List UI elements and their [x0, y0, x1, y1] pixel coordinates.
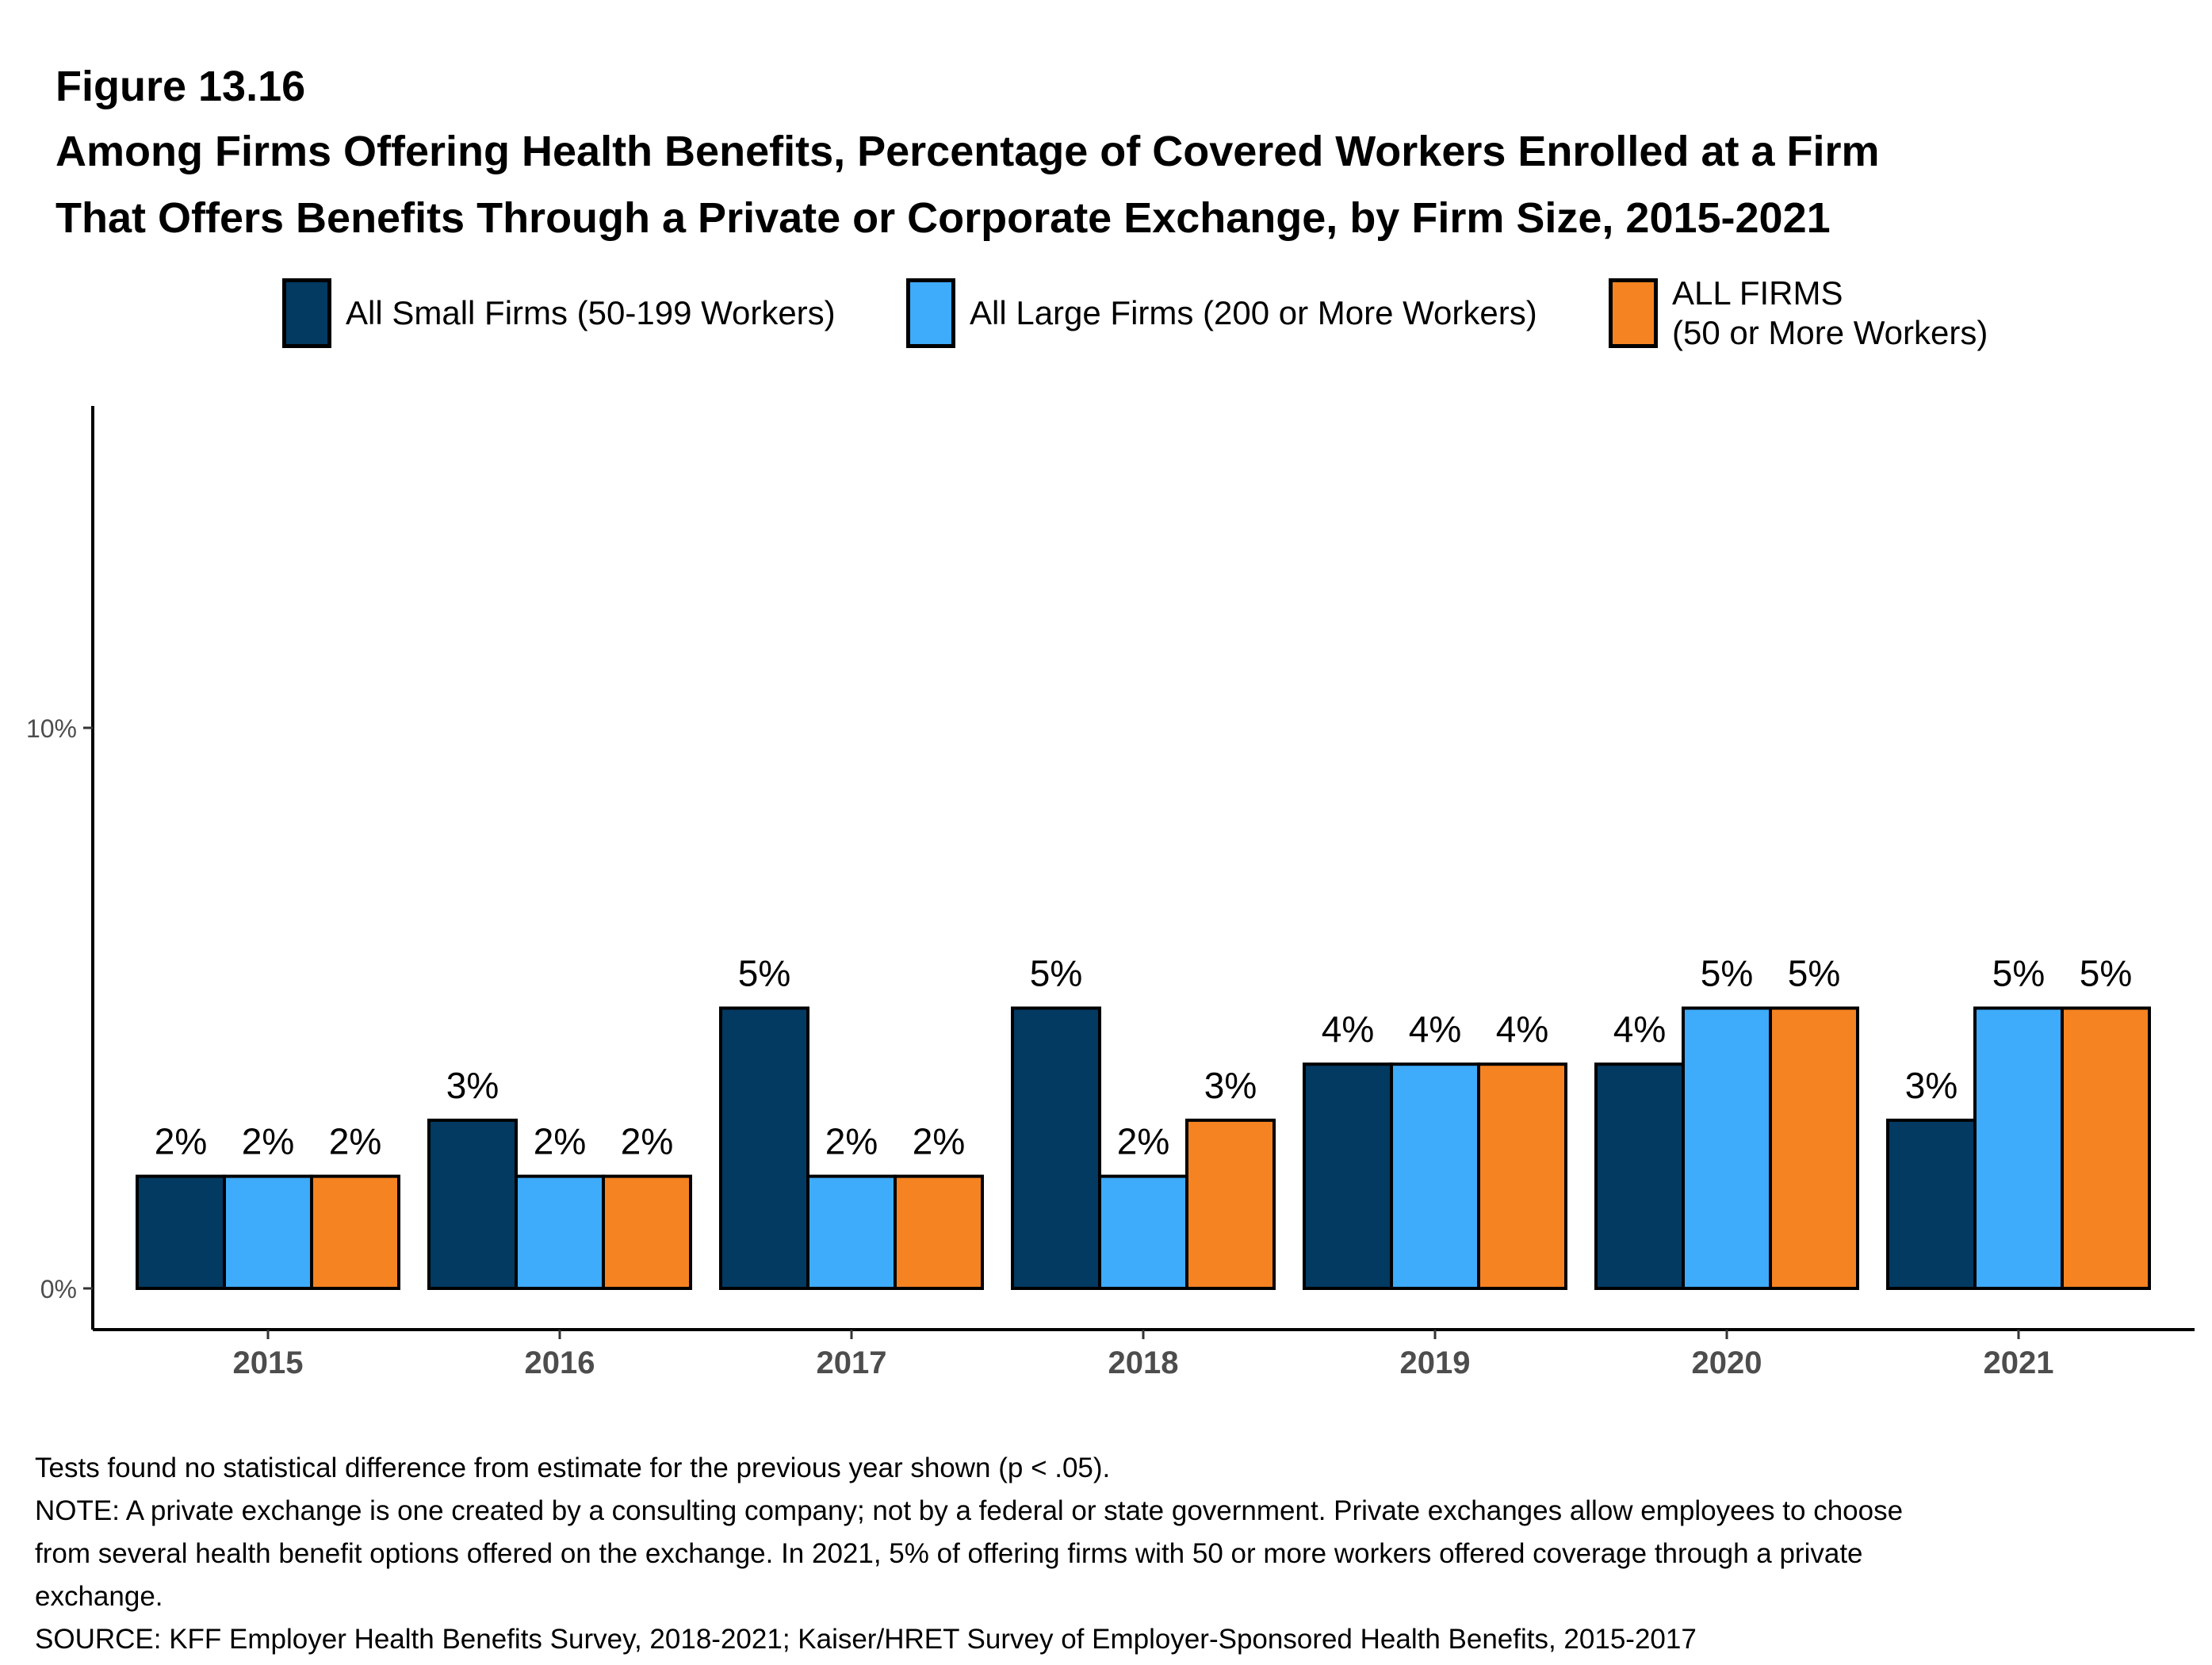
data-label: 3%	[1204, 1065, 1257, 1106]
data-label: 2%	[534, 1121, 586, 1162]
bar	[1477, 1062, 1567, 1290]
data-label: 4%	[1322, 1009, 1374, 1050]
footnote-note-line-3: exchange.	[35, 1581, 163, 1612]
bar	[1682, 1006, 1772, 1290]
x-tick-label: 2017	[817, 1345, 887, 1380]
legend-item-all-firms: ALL FIRMS (50 or More Workers)	[1609, 274, 1988, 351]
bar	[1185, 1118, 1276, 1291]
bar	[1303, 1062, 1393, 1290]
bar	[1098, 1174, 1188, 1290]
data-label: 4%	[1409, 1009, 1461, 1050]
chart-title-line-2: That Offers Benefits Through a Private o…	[55, 194, 1831, 242]
data-label: 2%	[621, 1121, 673, 1162]
legend-swatch-large-firms	[906, 278, 955, 348]
data-label: 2%	[329, 1121, 381, 1162]
x-tick-label: 2021	[1984, 1345, 2054, 1380]
bar	[427, 1118, 518, 1291]
bar	[602, 1174, 692, 1290]
x-tick-label: 2019	[1400, 1345, 1471, 1380]
data-label: 2%	[155, 1121, 207, 1162]
data-label: 3%	[1905, 1065, 1958, 1106]
x-tick-label: 2015	[233, 1345, 304, 1380]
bar	[223, 1174, 313, 1290]
footnote-source: SOURCE: KFF Employer Health Benefits Sur…	[35, 1624, 1697, 1655]
data-label: 5%	[1701, 953, 1753, 994]
footnote-significance: Tests found no statistical difference fr…	[35, 1453, 1111, 1483]
legend-swatch-all-firms	[1609, 278, 1658, 348]
bar	[2061, 1006, 2151, 1290]
bar	[1886, 1118, 1977, 1291]
x-tick-label: 2016	[525, 1345, 595, 1380]
data-label: 2%	[913, 1121, 965, 1162]
footnote-note-line-2: from several health benefit options offe…	[35, 1538, 1863, 1569]
bar	[1973, 1006, 2064, 1290]
bar	[1390, 1062, 1480, 1290]
bar	[515, 1174, 605, 1290]
y-tick-label: 0%	[40, 1275, 77, 1303]
data-label: 4%	[1613, 1009, 1666, 1050]
y-tick-label: 10%	[26, 714, 77, 743]
figure-label: Figure 13.16	[55, 63, 306, 110]
x-tick-label: 2018	[1108, 1345, 1179, 1380]
bar	[1594, 1062, 1685, 1290]
legend-label-small-firms: All Small Firms (50-199 Workers)	[346, 294, 836, 331]
legend-label-large-firms: All Large Firms (200 or More Workers)	[970, 294, 1537, 331]
bar	[719, 1006, 809, 1290]
legend-label-all-firms: ALL FIRMS (50 or More Workers)	[1672, 274, 1988, 351]
data-label: 5%	[2080, 953, 2132, 994]
data-label: 5%	[738, 953, 790, 994]
bar-chart: 0% 10% 2015 2% 2% 2% 2016 3% 2% 2% 2017 5% 2% 2% 2018 5…	[26, 406, 2195, 1380]
data-label: 4%	[1496, 1009, 1548, 1050]
legend-swatch-small-firms	[282, 278, 331, 348]
bar	[310, 1174, 400, 1290]
chart-title-line-1: Among Firms Offering Health Benefits, Pe…	[55, 128, 1880, 175]
data-label: 5%	[1030, 953, 1082, 994]
bar	[806, 1174, 897, 1290]
bar	[136, 1174, 226, 1290]
data-label: 2%	[825, 1121, 878, 1162]
bar	[894, 1174, 984, 1290]
bar	[1769, 1006, 1859, 1290]
footnote-note-line-1: NOTE: A private exchange is one created …	[35, 1495, 1904, 1526]
data-label: 2%	[1117, 1121, 1169, 1162]
legend-item-small-firms: All Small Firms (50-199 Workers)	[282, 275, 836, 351]
data-label: 5%	[1788, 953, 1840, 994]
legend-item-large-firms: All Large Firms (200 or More Workers)	[906, 275, 1537, 351]
bar	[1011, 1006, 1101, 1290]
data-label: 5%	[1992, 953, 2045, 994]
data-label: 2%	[242, 1121, 294, 1162]
data-label: 3%	[446, 1065, 499, 1106]
x-tick-label: 2020	[1692, 1345, 1762, 1380]
